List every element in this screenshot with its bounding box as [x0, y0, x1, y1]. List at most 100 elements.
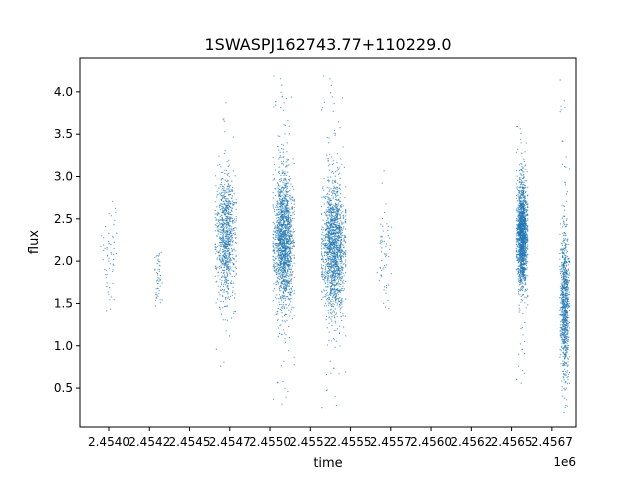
data-point	[335, 329, 337, 331]
data-point	[328, 220, 330, 222]
data-point	[279, 265, 281, 267]
data-point	[105, 277, 107, 279]
data-point	[272, 234, 275, 236]
data-point	[284, 225, 286, 227]
data-point	[292, 242, 294, 244]
data-point	[330, 308, 332, 310]
data-point	[227, 283, 229, 285]
data-point	[333, 188, 335, 190]
data-point	[108, 260, 110, 262]
data-point	[272, 290, 274, 292]
data-point	[380, 241, 382, 244]
data-point	[225, 206, 227, 208]
data-point	[288, 180, 291, 182]
data-point	[155, 272, 158, 274]
data-point	[224, 264, 226, 266]
data-point	[290, 267, 292, 269]
data-point	[340, 216, 342, 218]
data-point	[527, 261, 529, 263]
data-point	[218, 155, 220, 157]
data-point	[280, 209, 282, 211]
data-point	[324, 296, 326, 298]
data-point	[273, 179, 275, 181]
data-point	[328, 137, 330, 139]
data-point	[277, 250, 279, 252]
data-point	[334, 308, 337, 310]
data-point	[323, 305, 325, 307]
data-point	[336, 170, 338, 172]
data-point	[329, 223, 331, 225]
data-point	[328, 267, 330, 269]
data-point	[383, 266, 385, 268]
data-point	[284, 338, 286, 340]
data-point	[328, 240, 330, 242]
data-point	[229, 202, 231, 204]
data-point	[287, 291, 289, 294]
data-point	[385, 266, 387, 268]
data-point	[283, 263, 286, 266]
data-point	[381, 239, 383, 241]
data-point	[219, 248, 221, 250]
data-point	[224, 278, 226, 280]
data-point	[275, 284, 277, 286]
data-point	[276, 267, 278, 269]
data-point	[223, 239, 225, 241]
data-point	[330, 191, 332, 193]
data-point	[331, 238, 334, 240]
data-point	[222, 209, 224, 212]
data-point	[231, 250, 233, 252]
data-point	[282, 243, 284, 245]
data-point	[278, 231, 280, 233]
data-point	[225, 296, 227, 298]
data-point	[275, 266, 277, 268]
data-point	[227, 288, 229, 290]
data-point	[288, 210, 290, 212]
data-point	[328, 263, 330, 265]
data-point	[217, 251, 219, 253]
data-point	[515, 170, 518, 172]
data-point	[278, 266, 280, 269]
data-point	[337, 220, 339, 222]
data-point	[280, 215, 282, 218]
data-point	[383, 253, 386, 255]
data-point	[223, 211, 225, 214]
data-point	[227, 263, 229, 265]
data-point	[289, 250, 291, 252]
data-point	[222, 208, 224, 210]
data-point	[335, 181, 337, 183]
data-point	[287, 272, 289, 274]
data-point	[272, 205, 274, 207]
data-point	[328, 235, 330, 237]
data-point	[282, 269, 284, 271]
data-point	[221, 184, 223, 186]
data-point	[282, 227, 284, 229]
data-point	[282, 214, 284, 216]
data-point	[225, 227, 228, 229]
data-point	[235, 227, 237, 229]
data-point	[292, 158, 294, 160]
data-point	[521, 281, 523, 283]
data-point	[333, 215, 335, 218]
data-point	[226, 240, 228, 242]
data-point	[290, 291, 292, 293]
data-point	[285, 260, 287, 262]
data-point	[337, 288, 339, 290]
data-point	[226, 271, 228, 273]
data-point	[326, 286, 328, 288]
data-point	[284, 259, 286, 261]
data-point	[222, 249, 224, 251]
data-point	[287, 207, 289, 209]
data-point	[383, 289, 385, 291]
data-point	[278, 214, 280, 216]
data-point	[385, 203, 387, 205]
data-point	[339, 290, 341, 292]
data-point	[220, 219, 222, 221]
data-point	[343, 251, 345, 253]
data-point	[106, 255, 108, 257]
data-point	[330, 290, 332, 292]
data-point	[288, 229, 290, 232]
data-point	[228, 210, 230, 213]
data-point	[222, 307, 224, 309]
data-point	[328, 316, 330, 318]
data-point	[227, 179, 229, 181]
